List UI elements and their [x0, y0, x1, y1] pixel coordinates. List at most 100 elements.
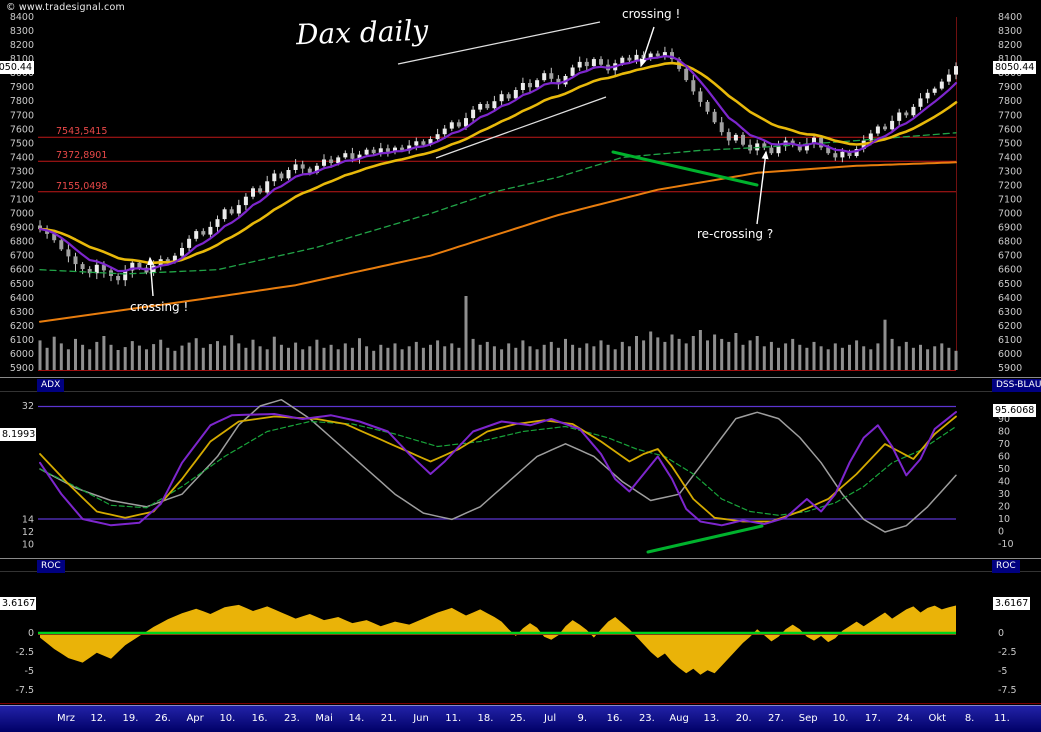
adx-pane-header [0, 377, 1041, 392]
x-axis-label: 26. [154, 713, 171, 724]
current-price-box-left: 8050.44 [0, 61, 34, 74]
x-axis-label: 9. [577, 713, 588, 724]
price-axis-tick: 6900 [998, 223, 1022, 234]
x-axis-label: Mrz [57, 713, 75, 724]
x-axis-label: 11. [993, 713, 1010, 724]
roc-value-box-right: 3.6167 [993, 597, 1031, 610]
price-axis-tick: 7200 [998, 181, 1022, 192]
dss-axis-tick: -10 [998, 539, 1014, 550]
adx-axis-tick: 32 [22, 401, 34, 412]
price-axis-tick: 7000 [10, 209, 34, 220]
price-axis-tick: 6400 [998, 293, 1022, 304]
dss-axis-tick: 70 [998, 439, 1010, 450]
moving-averages [38, 55, 958, 323]
current-price-value: 8050.44 [0, 62, 32, 73]
date-axis: Mrz 12. 19. 26. Apr 10. 16. 23. Mai 14. 21. Jun 11. 1… [0, 705, 1041, 732]
price-axis-ticks: 8400840083008300820082008100810080008000… [10, 12, 1022, 374]
volume-bars [38, 296, 958, 370]
roc-axis-tick: 0 [998, 628, 1004, 639]
price-axis-tick: 7300 [998, 166, 1022, 177]
roc-axis-tick: -5 [998, 666, 1007, 677]
price-axis-tick: 7600 [10, 124, 34, 135]
price-axis-tick: 7600 [998, 124, 1022, 135]
annotation-recrossing: re-crossing ? [697, 227, 774, 241]
adx-value-box: 8.1993 [0, 428, 36, 441]
dss-axis-tick: 20 [998, 502, 1010, 513]
price-axis-tick: 5900 [10, 363, 34, 374]
roc-axis-tick: -7.5 [15, 685, 34, 696]
x-axis-label: 23. [283, 713, 300, 724]
x-axis-label: 20. [735, 713, 752, 724]
price-axis-tick: 7500 [998, 138, 1022, 149]
dss-axis-tick: 0 [998, 527, 1004, 538]
dss-axis-tick: 60 [998, 452, 1010, 463]
price-axis-tick: 6100 [10, 335, 34, 346]
x-axis-label: Okt [928, 713, 947, 724]
price-axis-tick: 8100 [10, 54, 34, 65]
roc-axis-tick: -7.5 [998, 685, 1017, 696]
price-axis-tick: 7800 [998, 96, 1022, 107]
dss-axis-tick: 90 [998, 414, 1010, 425]
price-axis-tick: 8200 [10, 40, 34, 51]
price-axis-tick: 6800 [10, 237, 34, 248]
adx-axis-tick: 14 [22, 514, 34, 525]
price-axis-tick: 6000 [10, 349, 34, 360]
price-axis-tick: 7900 [998, 82, 1022, 93]
price-axis-tick: 7700 [998, 110, 1022, 121]
price-axis-tick: 6300 [998, 307, 1022, 318]
roc-axis-tick: -5 [25, 666, 34, 677]
support-level-label: 7372,8901 [56, 150, 107, 161]
chart-title: Dax daily [295, 13, 429, 52]
price-axis-tick: 6600 [10, 265, 34, 276]
price-axis-tick: 6100 [998, 335, 1022, 346]
x-axis-label: 16. [606, 713, 623, 724]
price-axis-tick: 6600 [998, 265, 1022, 276]
dss-axis-tick: 30 [998, 489, 1010, 500]
roc-axis-tick: -2.5 [998, 647, 1017, 658]
x-axis-label: 19. [122, 713, 139, 724]
price-axis-tick: 5900 [998, 363, 1022, 374]
dss-axis-tick: 10 [998, 514, 1010, 525]
price-axis-tick: 7100 [998, 195, 1022, 206]
x-axis-label: 23. [638, 713, 655, 724]
x-axis-label: 14. [348, 713, 365, 724]
x-axis-label: 24. [897, 713, 913, 724]
price-axis-tick: 6800 [998, 237, 1022, 248]
price-axis-tick: 6700 [10, 251, 34, 262]
roc-axis-tick: -2.5 [15, 647, 34, 658]
dss-pane-label: DSS-BLAU [992, 379, 1041, 392]
annotation-graphics [147, 21, 769, 554]
price-axis-tick: 8100 [998, 54, 1022, 65]
price-axis-tick: 6300 [10, 307, 34, 318]
x-axis-label: Jul [544, 713, 557, 724]
price-axis-tick: 7700 [10, 110, 34, 121]
support-level-label: 7155,0498 [56, 181, 107, 192]
support-resistance-lines: 7543,5415 7372,8901 7155,0498 [38, 17, 957, 371]
roc-pane-label-right: ROC [992, 560, 1020, 573]
roc-axis-tick: 0 [28, 628, 34, 639]
support-level-label: 7543,5415 [56, 126, 107, 137]
x-axis-label: 25. [509, 713, 526, 724]
dss-axis-tick: 50 [998, 464, 1010, 475]
adx-axis-tick: 10 [22, 540, 34, 551]
x-axis-label: 10. [219, 713, 236, 724]
price-axis-tick: 7100 [10, 195, 34, 206]
x-axis-label: 18. [477, 713, 494, 724]
price-axis-tick: 6500 [10, 279, 34, 290]
price-axis-tick: 8400 [998, 12, 1022, 23]
price-axis-tick: 6900 [10, 223, 34, 234]
price-axis-tick: 8200 [998, 40, 1022, 51]
x-axis-label: 17. [864, 713, 881, 724]
price-axis-tick: 8300 [10, 26, 34, 37]
price-axis-tick: 7900 [10, 82, 34, 93]
price-axis-tick: 7200 [10, 181, 34, 192]
price-axis-tick: 6000 [998, 349, 1022, 360]
roc-pane-label-left: ROC [37, 560, 65, 573]
x-axis-label: 13. [703, 713, 720, 724]
x-axis-label: Apr [186, 713, 204, 724]
price-axis-tick: 7500 [10, 138, 34, 149]
price-axis-tick: 7400 [10, 152, 34, 163]
x-axis-label: 12. [90, 713, 107, 724]
